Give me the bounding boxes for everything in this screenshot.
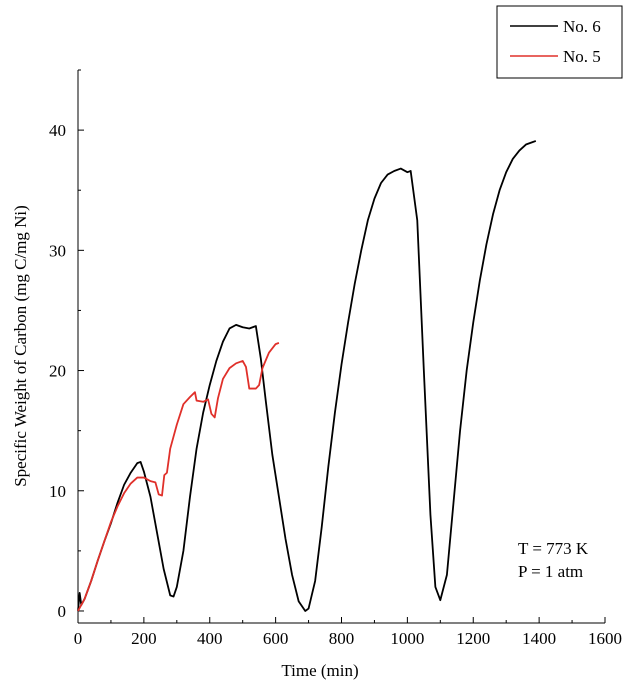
series-line-no5 (77, 342, 280, 612)
annotation-pressure: P = 1 atm (518, 562, 583, 581)
y-ticks: 0 10 20 30 40 (49, 69, 84, 621)
legend-label-no6: No. 6 (563, 17, 601, 36)
x-tick-label: 600 (263, 629, 289, 648)
x-tick-label: 0 (74, 629, 83, 648)
x-tick-label: 1600 (588, 629, 622, 648)
annotation-temperature: T = 773 K (518, 539, 589, 558)
y-tick-label: 20 (49, 362, 66, 381)
series-line-no6 (77, 140, 537, 612)
y-axis-label: Specific Weight of Carbon (mg C/mg Ni) (11, 205, 30, 487)
y-tick-label: 30 (49, 241, 66, 260)
x-tick-label: 1200 (456, 629, 490, 648)
x-tick-label: 1000 (390, 629, 424, 648)
x-tick-label: 200 (131, 629, 157, 648)
x-tick-label: 1400 (522, 629, 556, 648)
x-tick-label: 800 (329, 629, 355, 648)
legend-label-no5: No. 5 (563, 47, 601, 66)
legend-box (496, 5, 623, 79)
y-tick-label: 40 (49, 121, 66, 140)
y-tick-label: 10 (49, 482, 66, 501)
legend: No. 6 No. 5 (496, 5, 623, 79)
x-tick-label: 400 (197, 629, 223, 648)
x-ticks: 0 200 400 600 800 1000 1200 1400 1600 (74, 617, 622, 648)
x-axis-label: Time (min) (281, 661, 358, 680)
series-layer (77, 140, 537, 612)
y-tick-label: 0 (58, 602, 67, 621)
